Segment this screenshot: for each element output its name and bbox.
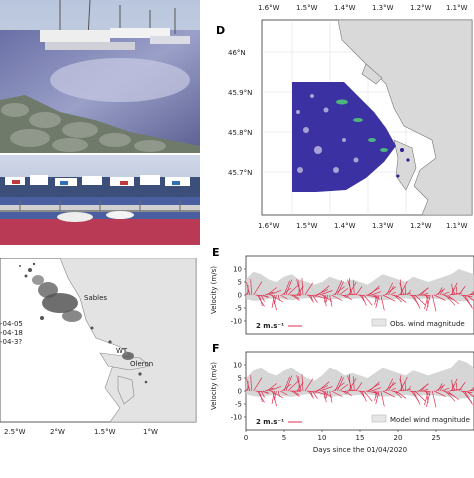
f-xtick-label: 20	[394, 434, 403, 442]
harbor-photo-top	[0, 0, 200, 153]
map-legend-item-1: -04-05	[0, 320, 23, 328]
f-xtick-label: 10	[318, 434, 327, 442]
f-legend-label: Model wind magnitude	[390, 416, 470, 424]
f-ylabel: Velocity (m/s)	[210, 362, 218, 410]
d-bottom-tick: 1.2°W	[410, 222, 432, 230]
f-ytick-label: 10	[233, 362, 242, 370]
panel-d-map: 1.6°W 1.5°W 1.4°W 1.3°W 1.2°W 1.1°W	[226, 0, 474, 248]
d-top-tick: 1.6°W	[258, 4, 280, 12]
panel-e-chart: Velocity (m/s) 10 5 0 -5 -10 2 m.s⁻¹ Obs. wi…	[206, 252, 474, 342]
d-top-tick: 1.5°W	[296, 4, 318, 12]
d-bottom-tick: 1.5°W	[296, 222, 318, 230]
f-ytick-label: -10	[231, 414, 242, 422]
d-lat-tick: 45.8°N	[228, 129, 252, 137]
d-lat-tick: 45.7°N	[228, 169, 252, 177]
d-top-tick: 1.3°W	[372, 4, 394, 12]
f-ytick-label: -5	[235, 401, 242, 409]
f-xtick-label: 15	[356, 434, 365, 442]
d-bottom-tick: 1.1°W	[446, 222, 468, 230]
harbor-photo-bottom	[0, 155, 200, 245]
f-magnitude-band	[246, 360, 474, 399]
f-xtick-label: 5	[282, 434, 286, 442]
map-label-wt: WT	[116, 347, 128, 355]
d-top-tick: 1.1°W	[446, 4, 468, 12]
e-legend-label: Obs. wind magnitude	[390, 320, 465, 328]
e-magnitude-band	[246, 269, 474, 302]
e-ytick-label: 5	[238, 279, 242, 287]
e-legend-swatch	[372, 319, 386, 326]
map-label-oleron: Oleron	[130, 360, 153, 368]
map-label-sables: Sables	[84, 294, 107, 302]
map-lon-tick: 2°W	[50, 428, 65, 436]
f-xtick-label: 0	[244, 434, 248, 442]
d-top-tick: 1.4°W	[334, 4, 356, 12]
e-scale-label: 2 m.s⁻¹	[256, 322, 284, 330]
f-xlabel: Days since the 01/04/2020	[313, 446, 407, 454]
e-ytick-label: 0	[238, 292, 242, 300]
map-lon-tick: 1°W	[143, 428, 158, 436]
f-xtick-label: 25	[432, 434, 441, 442]
e-ytick-label: -10	[231, 318, 242, 326]
panel-letter-d: D	[216, 24, 225, 37]
d-bottom-tick: 1.4°W	[334, 222, 356, 230]
map-lon-tick: 1.5°W	[94, 428, 116, 436]
f-ytick-label: 0	[238, 388, 242, 396]
panel-f-chart: Velocity (m/s) 10 5 0 -5 -10 2 m.s⁻¹ Model w…	[206, 348, 474, 474]
d-top-tick: 1.2°W	[410, 4, 432, 12]
d-lat-tick: 46°N	[228, 49, 246, 57]
e-ylabel: Velocity (m/s)	[210, 266, 218, 314]
e-ytick-label: -5	[235, 305, 242, 313]
left-particle-map: Sables WT Oleron -04-05 -04-18 -04-3? 2.…	[0, 258, 200, 474]
f-scale-label: 2 m.s⁻¹	[256, 418, 284, 426]
map-legend-item-2: -04-18	[0, 329, 23, 337]
f-legend-swatch	[372, 415, 386, 422]
map-lon-tick: 2.5°W	[4, 428, 26, 436]
e-ytick-label: 10	[233, 266, 242, 274]
map-legend-item-3: -04-3?	[0, 338, 22, 346]
d-lat-tick: 45.9°N	[228, 89, 252, 97]
d-bottom-tick: 1.6°W	[258, 222, 280, 230]
f-ytick-label: 5	[238, 375, 242, 383]
d-bottom-tick: 1.3°W	[372, 222, 394, 230]
